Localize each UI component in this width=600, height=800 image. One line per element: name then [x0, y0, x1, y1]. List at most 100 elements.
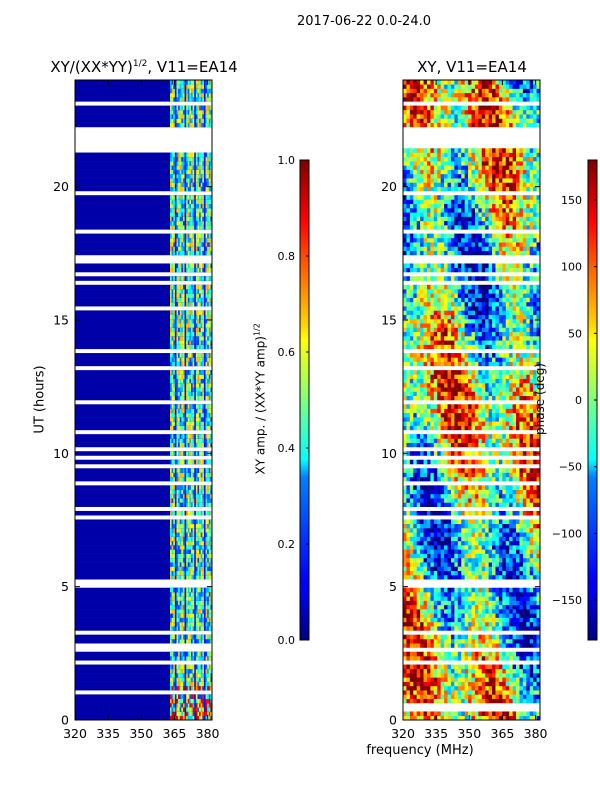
amp-cell — [200, 528, 203, 533]
amp-row — [75, 404, 212, 409]
phase-cell — [447, 519, 452, 525]
amp-cell — [194, 425, 197, 431]
amp-cell — [171, 186, 174, 192]
amp-cell — [200, 109, 203, 115]
phase-cell — [416, 634, 421, 640]
amp-row — [75, 263, 212, 269]
amp-cell — [210, 442, 212, 448]
amp-cell — [192, 233, 195, 239]
phase-cell — [406, 673, 411, 678]
phase-cell — [409, 545, 414, 550]
amp-cell — [195, 528, 198, 533]
amp-cell — [195, 617, 198, 623]
amp-row — [75, 468, 212, 473]
amp-cell — [184, 600, 187, 606]
phase-cell — [413, 656, 417, 661]
amp-cell — [199, 340, 201, 345]
phase-cell — [444, 681, 448, 687]
amp-cell — [187, 421, 190, 426]
phase-cell — [403, 711, 407, 717]
amp-cell — [205, 707, 208, 712]
amp-cell — [173, 195, 176, 200]
phase-cell — [498, 553, 503, 559]
amp-cell — [200, 178, 203, 183]
phase-cell — [522, 545, 527, 550]
amp-cell — [191, 600, 193, 606]
phase-cell — [416, 519, 421, 525]
amp-cell — [170, 425, 172, 431]
amp-cell — [207, 344, 210, 350]
amp-cell — [187, 532, 190, 537]
amp-cell — [182, 404, 185, 409]
amp-cell — [189, 237, 192, 243]
amp-cell — [207, 353, 210, 358]
amp-cell — [191, 361, 193, 367]
amp-cell — [205, 651, 208, 657]
phase-cell — [516, 604, 520, 610]
phase-cell — [533, 651, 537, 657]
amp-row — [75, 489, 212, 495]
phase-cell — [478, 528, 483, 533]
phase-cell — [516, 681, 520, 687]
amp-cell — [186, 476, 189, 482]
amp-cell — [199, 263, 201, 269]
amp-cell — [176, 208, 179, 213]
amp-cell — [191, 80, 193, 85]
phase-cell — [416, 489, 421, 495]
amp-cell — [179, 438, 182, 443]
amp-cell — [171, 711, 174, 717]
amp-cell — [200, 519, 203, 525]
amp-cell — [171, 557, 174, 563]
phase-cell — [509, 498, 513, 503]
amp-cell — [182, 195, 185, 200]
amp-cell — [208, 472, 211, 478]
phase-cell — [416, 557, 421, 563]
amp-cell — [194, 472, 197, 478]
phase-cell — [488, 498, 493, 503]
phase-cell — [454, 592, 459, 597]
amp-cell — [210, 698, 212, 704]
amp-cell — [197, 374, 200, 379]
phase-cell — [447, 502, 452, 507]
amp-cell — [192, 289, 195, 294]
phase-cell — [413, 677, 417, 682]
phase-cell — [403, 536, 407, 542]
amp-cell — [174, 314, 177, 320]
phase-cell — [495, 617, 500, 623]
amp-cell — [207, 545, 210, 550]
amp-cell — [208, 476, 211, 482]
amp-cell — [210, 242, 212, 247]
amp-cell — [189, 250, 192, 256]
phase-cell — [481, 545, 486, 550]
amp-cell — [181, 156, 184, 162]
amp-cell — [178, 361, 181, 367]
phase-cell — [433, 545, 438, 550]
phase-cell — [447, 715, 452, 720]
phase-cell — [426, 489, 431, 495]
phase-cell — [430, 643, 435, 648]
amp-cell — [194, 293, 197, 298]
phase-cell — [522, 574, 527, 580]
left-heatmap — [75, 80, 212, 720]
amp-row — [75, 587, 212, 593]
amp-cell — [210, 425, 212, 431]
amp-cell — [178, 173, 181, 179]
phase-cell — [519, 681, 524, 687]
amp-cell — [181, 208, 184, 213]
amp-cell — [170, 250, 172, 256]
amp-cell — [187, 609, 190, 614]
phase-cell — [403, 570, 407, 576]
amp-cell — [174, 84, 177, 89]
amp-cell — [176, 318, 179, 324]
amp-cell — [174, 417, 177, 422]
phase-cell — [512, 668, 517, 674]
phase-cell — [406, 570, 411, 576]
amp-row — [75, 395, 212, 401]
phase-cell — [420, 681, 424, 687]
phase-cell — [468, 553, 472, 559]
amp-cell — [186, 626, 189, 631]
amp-cell — [197, 161, 200, 166]
amp-cell — [178, 276, 181, 281]
amp-cell — [181, 242, 184, 247]
phase-cell — [416, 570, 421, 576]
